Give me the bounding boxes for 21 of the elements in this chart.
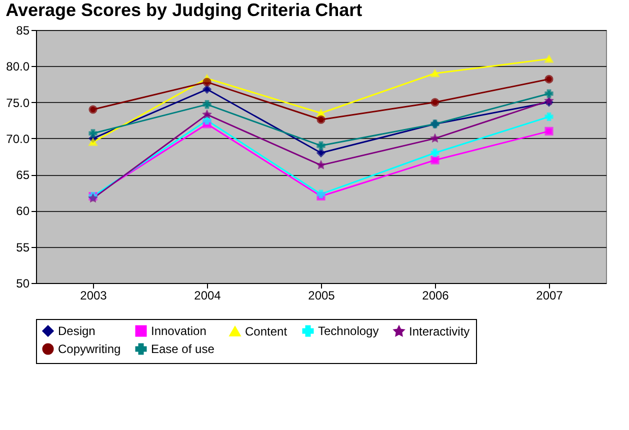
legend-label: Design — [58, 324, 96, 338]
y-tick-label: 70.0 — [6, 132, 30, 146]
legend-label: Content — [245, 324, 288, 338]
legend-label: Innovation — [151, 324, 206, 338]
chart-title: Average Scores by Judging Criteria Chart — [6, 0, 362, 20]
x-tick-label: 2006 — [422, 288, 450, 302]
x-tick-label: 2003 — [80, 288, 108, 302]
x-tick-label: 2007 — [536, 288, 564, 302]
y-tick-label: 50 — [16, 276, 30, 290]
legend-label: Ease of use — [151, 342, 215, 356]
legend-label: Copywriting — [58, 342, 121, 356]
legend-label: Technology — [318, 324, 379, 338]
y-tick-label: 85 — [16, 24, 30, 38]
y-tick-label: 55 — [16, 240, 30, 254]
y-tick-label: 60 — [16, 204, 30, 218]
y-tick-label: 65 — [16, 168, 30, 182]
x-tick-label: 2004 — [194, 288, 222, 302]
y-tick-label: 75.0 — [6, 96, 30, 110]
y-tick-label: 80.0 — [6, 60, 30, 74]
legend-label: Interactivity — [409, 324, 470, 338]
x-tick-label: 2005 — [308, 288, 336, 302]
